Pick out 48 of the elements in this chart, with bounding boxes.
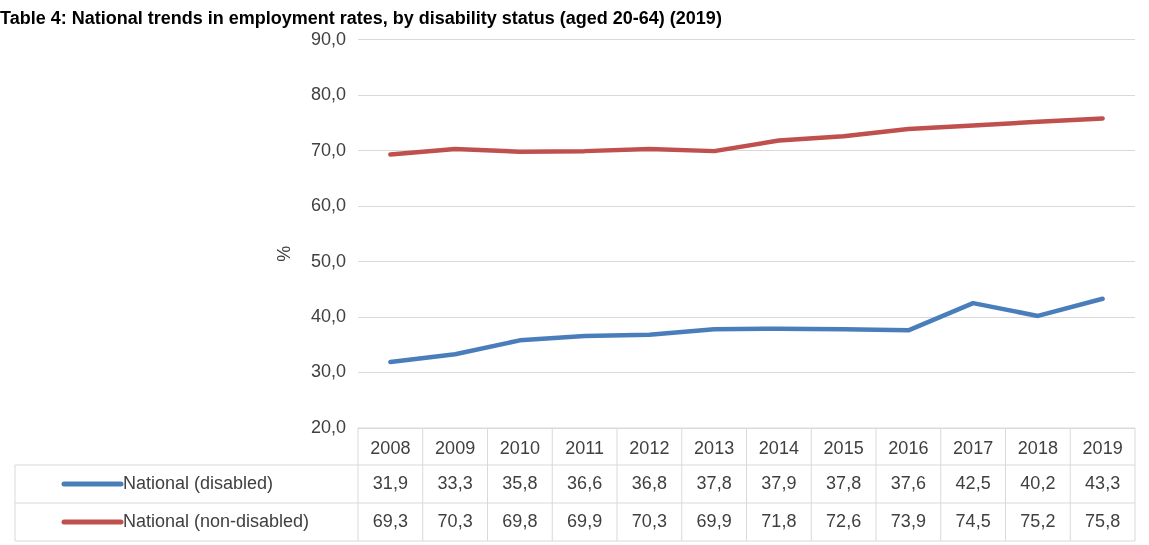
- x-tick-label: 2015: [823, 437, 864, 458]
- x-tick-label: 2016: [888, 437, 929, 458]
- data-label: 40,2: [1020, 472, 1056, 493]
- data-label: 69,9: [696, 510, 732, 531]
- data-label: 69,9: [567, 510, 603, 531]
- data-label: 72,6: [826, 510, 862, 531]
- legend-label: National (non-disabled): [123, 510, 310, 531]
- y-axis-title: %: [273, 245, 294, 262]
- data-label: 37,9: [761, 472, 797, 493]
- x-tick-label: 2008: [370, 437, 411, 458]
- data-label: 75,8: [1085, 510, 1121, 531]
- x-tick-label: 2018: [1017, 437, 1058, 458]
- x-tick-label: 2011: [565, 437, 604, 458]
- data-label: 74,5: [955, 510, 991, 531]
- x-tick-label: 2012: [629, 437, 670, 458]
- y-tick-label: 40,0: [310, 306, 346, 326]
- data-label: 33,3: [437, 472, 473, 493]
- x-tick-label: 2014: [758, 437, 799, 458]
- data-label: 75,2: [1020, 510, 1056, 531]
- x-tick-label: 2010: [499, 437, 540, 458]
- data-label: 37,8: [826, 472, 862, 493]
- data-label: 43,3: [1085, 472, 1121, 493]
- x-tick-label: 2017: [953, 437, 994, 458]
- legend-label: National (disabled): [123, 472, 274, 493]
- x-tick-label: 2019: [1082, 437, 1123, 458]
- data-label: 35,8: [502, 472, 538, 493]
- y-tick-label: 30,0: [310, 361, 346, 382]
- data-label: 42,5: [955, 472, 991, 493]
- data-label: 69,8: [502, 510, 538, 531]
- data-label: 73,9: [890, 510, 926, 531]
- data-label: 37,6: [890, 472, 926, 493]
- data-label: 69,3: [372, 510, 408, 531]
- y-tick-label: 60,0: [310, 195, 346, 216]
- data-label: 31,9: [372, 472, 408, 493]
- data-label: 70,3: [631, 510, 667, 531]
- y-tick-label: 20,0: [310, 416, 346, 437]
- y-tick-label: 90,0: [310, 28, 346, 49]
- x-tick-label: 2013: [694, 437, 735, 458]
- data-label: 36,6: [567, 472, 603, 493]
- x-tick-label: 2009: [435, 437, 476, 458]
- y-tick-label: 70,0: [310, 139, 346, 160]
- y-tick-label: 50,0: [310, 250, 346, 271]
- data-label: 71,8: [761, 510, 797, 531]
- y-tick-label: 80,0: [310, 84, 346, 105]
- data-label: 70,3: [437, 510, 473, 531]
- chart-title: Table 4: National trends in employment rates, by disability status (aged 20-64) (2019): [0, 7, 722, 28]
- data-label: 36,8: [631, 472, 667, 493]
- data-label: 37,8: [696, 472, 732, 493]
